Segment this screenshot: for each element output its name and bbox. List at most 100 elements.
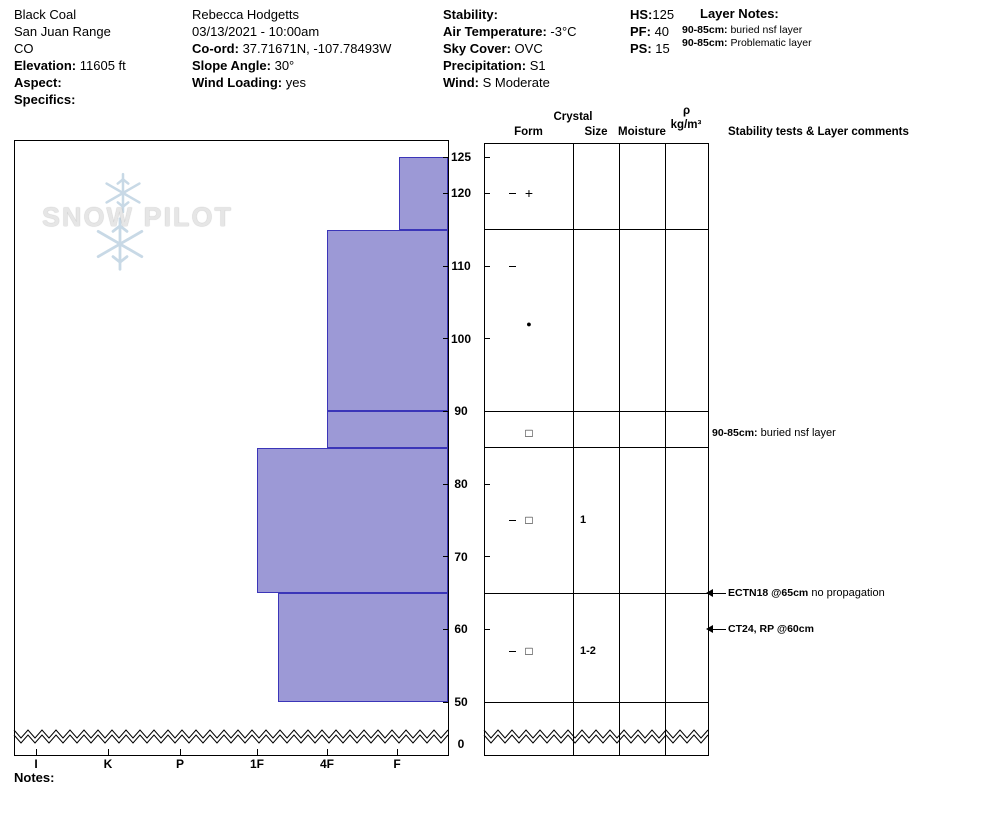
wind-label: Wind: <box>443 75 479 90</box>
col-header-density-units: kg/m³ <box>670 119 702 131</box>
sky-cover-label: Sky Cover: <box>443 41 511 56</box>
slope-angle-value: 30° <box>274 58 295 73</box>
grain-depth-tick <box>509 192 516 194</box>
depth-tick <box>443 265 448 267</box>
precip-label: Precipitation: <box>443 58 527 73</box>
layer-note-depth: 90-85cm: <box>682 37 728 49</box>
test-arrow-line <box>712 592 726 594</box>
depth-label: 120 <box>450 186 472 201</box>
specifics-label: Specifics: <box>14 92 76 107</box>
hardness-axis-tick <box>36 749 37 755</box>
wind-loading-row: Wind Loading: yes <box>192 74 391 91</box>
observer-name: Rebecca Hodgetts <box>192 7 299 22</box>
test-arrow-head <box>706 589 713 597</box>
hardness-axis-label: I <box>34 757 38 771</box>
watermark: SNOW PILOT <box>40 168 240 283</box>
depth-tick <box>485 483 490 485</box>
layer-note-text: buried nsf layer <box>730 24 803 36</box>
col-header-form: Form <box>514 126 543 138</box>
depth-label: 125 <box>450 150 472 164</box>
depth-tick <box>485 192 490 194</box>
layer-notes-list: 90-85cm: buried nsf layer 90-85cm: Probl… <box>682 24 812 50</box>
stability-label: Stability: <box>443 7 498 22</box>
air-temp-value: -3°C <box>550 24 577 39</box>
stability-test-label: CT24, RP @60cm <box>728 623 814 636</box>
depths-column: HS:125 PF: 40 PS: 15 <box>630 6 674 57</box>
col-header-moisture: Moisture <box>618 126 666 138</box>
hardness-axis-tick <box>397 749 398 755</box>
coord-row: Co-ord: 37.71671N, -107.78493W <box>192 40 391 57</box>
grid-layer-boundary-line <box>484 229 708 231</box>
hardness-axis-label: 1F <box>249 757 264 771</box>
grain-form-symbol: □ <box>525 513 533 528</box>
site-elevation-row: Elevation: 11605 ft <box>14 57 126 74</box>
precip-value: S1 <box>529 58 546 73</box>
hardness-axis-tick <box>257 749 258 755</box>
observation-column: Rebecca Hodgetts 03/13/2021 - 10:00am Co… <box>192 6 391 91</box>
depth-zero-label: 0 <box>457 737 465 751</box>
ps-label: PS: <box>630 41 652 56</box>
grid-layer-boundary-line <box>484 447 708 449</box>
depth-tick <box>443 192 448 194</box>
hardness-axis-label: 4F <box>319 757 334 771</box>
layer-comment-annotation: 90-85cm: buried nsf layer <box>712 425 836 441</box>
hardness-layer-bar <box>257 447 448 593</box>
notes-label: Notes: <box>14 770 55 785</box>
coord-value: 37.71671N, -107.78493W <box>242 41 392 56</box>
grain-form-symbol: + <box>524 185 534 202</box>
layer-note-depth: 90-85cm: <box>682 24 728 36</box>
grid-layer-boundary-line <box>484 592 708 594</box>
snowflake-icon <box>105 172 141 214</box>
pf-label: PF: <box>630 24 651 39</box>
elevation-label: Elevation: <box>14 58 77 73</box>
depth-label: 100 <box>450 331 472 346</box>
hs-row: HS:125 <box>630 6 674 23</box>
grid-column-line-size-moisture <box>619 143 620 756</box>
grain-depth-tick <box>509 650 516 652</box>
depth-tick <box>443 338 448 340</box>
depth-tick <box>485 556 490 558</box>
hardness-axis-tick <box>108 749 109 755</box>
test-arrow-line <box>712 628 726 630</box>
depth-label: 110 <box>451 259 471 273</box>
depth-tick <box>443 556 448 558</box>
grid-layer-boundary-line <box>484 410 708 412</box>
grain-form-symbol: ● <box>526 319 532 330</box>
grid-column-line-moisture-density <box>665 143 666 756</box>
col-header-density: ρ <box>682 105 691 117</box>
depth-label: 50 <box>454 695 468 709</box>
layer-notes-title: Layer Notes: <box>700 6 779 21</box>
depth-tick <box>485 156 490 158</box>
site-name: Black Coal <box>14 7 77 22</box>
air-temp-row: Air Temperature: -3°C <box>443 23 577 40</box>
grid-layer-boundary-line <box>484 701 708 703</box>
depth-tick <box>443 410 448 412</box>
hardness-plot-frame <box>14 140 449 756</box>
wind-row: Wind: S Moderate <box>443 74 577 91</box>
hardness-layer-bar <box>327 411 448 448</box>
depth-tick <box>443 701 448 703</box>
grain-size-value: 1-2 <box>580 645 596 658</box>
site-specifics-row: Specifics: <box>14 91 126 108</box>
slope-angle-label: Slope Angle: <box>192 58 271 73</box>
sky-cover-value: OVC <box>514 41 543 56</box>
depth-tick <box>443 156 448 158</box>
hardness-layer-bar <box>399 157 448 230</box>
depth-label: 80 <box>454 477 468 491</box>
stability-test-annotation: ECTN18 @65cm no propagation <box>728 585 885 601</box>
precip-row: Precipitation: S1 <box>443 57 577 74</box>
site-aspect-row: Aspect: <box>14 74 126 91</box>
observation-datetime: 03/13/2021 - 10:00am <box>192 24 320 39</box>
hardness-layer-bar <box>278 593 448 702</box>
stability-test-annotation: CT24, RP @60cm <box>728 621 814 637</box>
layer-note-text: Problematic layer <box>730 37 812 49</box>
wind-loading-value: yes <box>285 75 306 90</box>
hardness-layer-bar <box>327 229 448 412</box>
depth-tick <box>485 265 490 267</box>
grain-depth-tick <box>509 265 516 267</box>
hardness-axis-label: K <box>103 757 113 771</box>
aspect-label: Aspect: <box>14 75 62 90</box>
ps-row: PS: 15 <box>630 40 674 57</box>
depth-label: 70 <box>454 549 468 564</box>
